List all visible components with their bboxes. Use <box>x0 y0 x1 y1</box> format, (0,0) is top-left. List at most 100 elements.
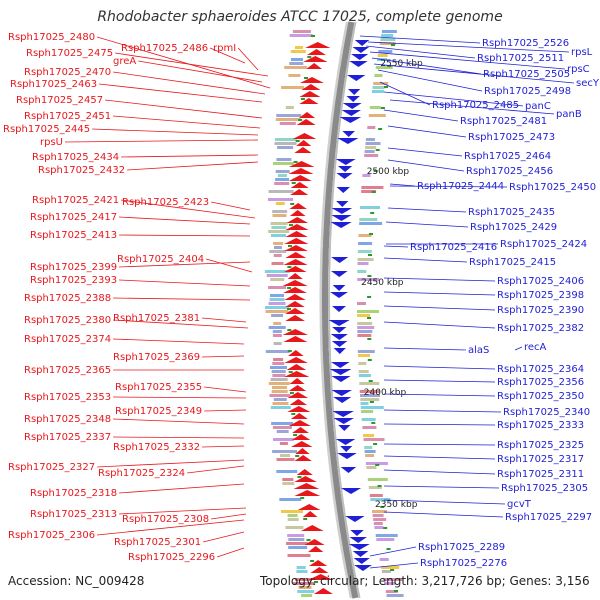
right-gene-label: recA <box>524 342 547 353</box>
left-gene-label: Rsph17025_2306 <box>8 530 95 541</box>
feature-band <box>296 570 308 573</box>
feature-band <box>268 190 294 193</box>
feature-band <box>274 182 290 185</box>
feature-band <box>361 186 384 189</box>
right-gene-label: Rsph17025_2305 <box>501 483 588 494</box>
position-tick <box>367 338 372 340</box>
position-tick <box>367 275 372 277</box>
forward-gene-arrow <box>283 259 308 265</box>
forward-gene-arrow <box>288 420 311 426</box>
feature-band <box>276 470 298 473</box>
right-gene-label: Rsph17025_2382 <box>497 323 584 334</box>
position-tick <box>287 329 292 331</box>
left-leader-line <box>211 201 251 211</box>
left-leader-line <box>202 445 245 448</box>
feature-band <box>281 510 303 513</box>
feature-band <box>364 450 376 453</box>
reverse-gene-arrow <box>332 306 346 312</box>
reverse-gene-arrow <box>349 537 367 543</box>
feature-band <box>273 438 294 441</box>
left-leader-line <box>97 459 245 468</box>
left-gene-label: Rsph17025_2445 <box>3 124 90 135</box>
reverse-gene-arrow <box>331 341 348 347</box>
position-tick <box>378 128 383 130</box>
reverse-gene-arrow <box>333 348 346 354</box>
forward-gene-arrow <box>288 385 307 391</box>
right-leader-line <box>379 81 431 106</box>
feature-band <box>280 454 291 457</box>
reverse-gene-arrow <box>353 558 370 564</box>
feature-band <box>296 566 306 569</box>
left-leader-line <box>237 47 259 71</box>
left-gene-label: Rsph17025_2480 <box>8 32 95 43</box>
right-leader-line <box>383 393 496 397</box>
feature-band <box>366 466 377 469</box>
reverse-gene-arrow <box>352 47 370 53</box>
feature-band <box>375 534 398 537</box>
position-tick <box>367 317 371 319</box>
feature-band <box>287 554 311 557</box>
feature-band <box>290 50 306 53</box>
right-leader-line <box>387 207 467 213</box>
genome-summary: Topology: circular; Length: 3,217,726 bp… <box>260 574 590 588</box>
left-gene-label: Rsph17025_2353 <box>24 392 111 403</box>
right-gene-label: Rsph17025_2311 <box>497 469 584 480</box>
feature-band <box>291 58 303 61</box>
forward-gene-arrow <box>293 483 320 489</box>
forward-gene-arrow <box>290 413 308 419</box>
feature-band <box>272 334 282 337</box>
feature-band <box>373 518 387 521</box>
forward-gene-arrow <box>296 140 312 146</box>
feature-band <box>379 558 389 561</box>
feature-bands <box>264 30 404 597</box>
position-tick <box>297 476 302 478</box>
left-leader-line <box>121 154 259 158</box>
left-gene-label: Rsph17025_2470 <box>24 67 111 78</box>
reverse-gene-arrow <box>350 530 364 536</box>
forward-gene-arrow <box>286 364 307 370</box>
feature-band <box>287 514 298 517</box>
right-gene-label: Rsph17025_2481 <box>460 116 547 127</box>
forward-gene-arrow <box>284 266 307 272</box>
feature-band <box>287 534 305 537</box>
left-leader-lines <box>64 36 271 558</box>
feature-band <box>358 362 367 365</box>
feature-band <box>360 406 384 409</box>
feature-band <box>357 350 375 353</box>
feature-band <box>364 150 375 153</box>
feature-band <box>274 142 297 145</box>
feature-band <box>282 478 294 481</box>
feature-band <box>368 114 386 117</box>
right-leader-line <box>383 499 506 505</box>
left-gene-label: Rsph17025_2393 <box>30 275 117 286</box>
left-leader-line <box>115 52 269 77</box>
feature-band <box>357 310 379 313</box>
feature-band <box>372 86 385 89</box>
right-gene-label: Rsph17025_2444 <box>417 181 504 192</box>
position-tick <box>380 506 385 508</box>
feature-band <box>360 206 380 209</box>
left-leader-line <box>113 396 247 399</box>
left-gene-label: Rsph17025_2434 <box>32 152 119 163</box>
forward-gene-arrow <box>288 175 312 181</box>
feature-band <box>357 270 367 273</box>
feature-band <box>269 394 291 397</box>
right-leader-line <box>387 147 463 157</box>
feature-band <box>358 354 370 357</box>
feature-band <box>265 310 289 313</box>
feature-band <box>374 526 384 529</box>
reverse-gene-arrow <box>329 369 352 375</box>
position-tick <box>370 212 375 214</box>
backbone-arc <box>322 21 359 599</box>
right-leader-line <box>383 365 496 370</box>
feature-band <box>369 494 383 497</box>
position-tick <box>387 65 392 67</box>
right-gene-label: Rsph17025_2356 <box>497 377 584 388</box>
feature-band <box>357 262 369 265</box>
reverse-gene-arrow <box>335 439 356 445</box>
position-tick <box>287 308 291 310</box>
feature-band <box>271 226 287 229</box>
feature-band <box>381 30 397 33</box>
feature-band <box>272 330 282 333</box>
